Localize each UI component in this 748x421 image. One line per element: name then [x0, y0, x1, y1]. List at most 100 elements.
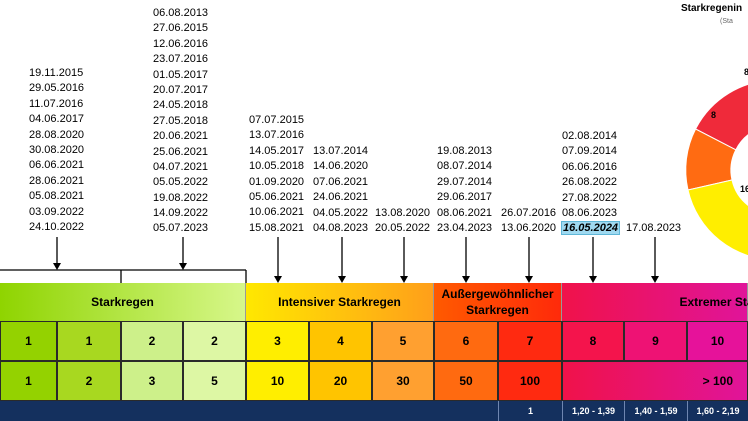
- donut-slice-label: 16: [740, 184, 748, 194]
- level-cell: 1: [57, 321, 121, 361]
- date-entry: 20.05.2022: [375, 222, 431, 235]
- date-entry: 05.07.2023: [153, 222, 209, 235]
- date-entry: 30.08.2020: [29, 143, 85, 156]
- date-entry: 24.06.2021: [313, 191, 369, 204]
- date-column-5: 13.08.2020 20.05.2022: [375, 206, 430, 237]
- category-band-4: Extremer Starkr: [562, 283, 748, 321]
- arrow-col-9-head: [651, 276, 659, 283]
- date-entry: 23.07.2016: [153, 53, 209, 66]
- date-column-8: 02.08.2014 07.09.2014 06.06.2016 26.08.2022…: [560, 129, 621, 237]
- date-entry: 16.05.2024: [560, 221, 621, 236]
- date-entry: 13.06.2020: [501, 222, 557, 235]
- date-entry: 29.06.2017: [437, 191, 493, 204]
- date-entry: 15.08.2021: [249, 221, 305, 234]
- date-entry: 05.08.2021: [29, 190, 85, 203]
- factor-cell: 1: [0, 361, 57, 401]
- level-cell: 8: [562, 321, 624, 361]
- date-entry: 10.05.2018: [249, 160, 305, 173]
- category-band-3: Außergewöhnlicher Starkregen: [434, 283, 562, 321]
- date-entry: 07.07.2015: [249, 114, 305, 126]
- date-column-4: 13.07.2014 14.06.2020 07.06.2021 24.06.2021…: [313, 144, 368, 236]
- level-cell: 4: [309, 321, 372, 361]
- date-entry: 20.06.2021: [153, 130, 209, 143]
- date-entry: 14.09.2022: [153, 207, 209, 220]
- level-cell: 5: [372, 321, 434, 361]
- date-entry: 05.06.2021: [249, 190, 305, 203]
- date-entry: 14.05.2017: [249, 144, 305, 157]
- factor-cell: 2: [57, 361, 121, 401]
- category-label: Außergewöhnlicher Starkregen: [441, 287, 554, 317]
- factor-cell: 10: [246, 361, 309, 401]
- category-band-2: Intensiver Starkregen: [246, 283, 434, 321]
- date-column-2: 06.08.2013 27.06.2015 12.06.2016 23.07.2016…: [153, 6, 208, 237]
- date-column-1: 19.11.2015 29.05.2016 11.07.2016 04.06.2017…: [29, 66, 84, 235]
- level-cell: 3: [246, 321, 309, 361]
- date-entry: 04.05.2022: [313, 206, 369, 219]
- date-entry: 04.06.2017: [29, 113, 85, 126]
- date-entry: 08.07.2014: [437, 160, 493, 173]
- footer-value: 1,20 - 1,39: [562, 401, 624, 421]
- factor-cell: 50: [434, 361, 498, 401]
- factor-cell: 5: [183, 361, 246, 401]
- arrow-layer: [0, 237, 659, 283]
- category-label: Intensiver Starkregen: [278, 295, 401, 309]
- donut-slice-intense: [687, 179, 748, 257]
- date-column-6: 19.08.2013 08.07.2014 29.07.2014 29.06.2017…: [437, 144, 492, 236]
- level-cell: 9: [624, 321, 687, 361]
- date-entry: 27.08.2022: [562, 191, 618, 204]
- category-label: Starkregen: [91, 295, 154, 309]
- donut-slice-label: 8: [744, 67, 748, 77]
- date-entry: 26.07.2016: [501, 207, 557, 219]
- date-entry: 07.09.2014: [562, 145, 618, 158]
- date-entry: 24.05.2018: [153, 99, 209, 112]
- arrow-col-5-head: [400, 276, 408, 283]
- date-column-7: 26.07.2016 13.06.2020: [501, 206, 556, 237]
- date-entry: 08.06.2021: [437, 206, 493, 219]
- level-cell: 2: [183, 321, 246, 361]
- donut-chart: [685, 83, 748, 257]
- factor-cell: 20: [309, 361, 372, 401]
- date-entry: 06.08.2013: [153, 7, 209, 19]
- date-column-3: 07.07.2015 13.07.2016 14.05.2017 10.05.2018…: [249, 113, 304, 236]
- date-entry: 12.06.2016: [153, 37, 209, 50]
- arrow-col-3-head: [274, 276, 282, 283]
- footer-value: 1,60 - 2,19: [687, 401, 748, 421]
- footer-value: 1: [498, 401, 562, 421]
- date-entry: 27.06.2015: [153, 22, 209, 35]
- factor-cell: 3: [121, 361, 183, 401]
- arrow-col-7-head: [525, 276, 533, 283]
- date-entry: 23.04.2023: [437, 221, 493, 234]
- footer-value: 1,40 - 1,59: [624, 401, 687, 421]
- arrow-col-2-head: [179, 263, 187, 270]
- date-column-9: 17.08.2023: [626, 221, 681, 236]
- date-entry: 04.07.2021: [153, 160, 209, 173]
- date-entry: 26.08.2022: [562, 176, 618, 189]
- factor-cell-merged: > 100: [562, 361, 748, 401]
- category-label: Extremer Starkr: [679, 295, 748, 309]
- date-entry: 24.10.2022: [29, 220, 85, 233]
- level-cell: 1: [0, 321, 57, 361]
- date-entry: 13.07.2016: [249, 129, 305, 142]
- level-cell: 2: [121, 321, 183, 361]
- date-entry: 27.05.2018: [153, 114, 209, 127]
- arrow-col-1-head: [53, 263, 61, 270]
- date-entry: 28.08.2020: [29, 128, 85, 141]
- date-entry: 08.06.2023: [562, 206, 618, 219]
- category-band-1: Starkregen: [0, 283, 246, 321]
- arrow-col-4-head: [338, 276, 346, 283]
- date-entry: 13.07.2014: [313, 145, 369, 157]
- arrow-col-6-head: [462, 276, 470, 283]
- highlighted-date: 16.05.2024: [560, 221, 621, 236]
- date-entry: 19.08.2022: [153, 191, 209, 204]
- donut-title: Starkregenin: [681, 3, 743, 14]
- date-entry: 04.08.2023: [313, 221, 369, 234]
- date-entry: 10.06.2021: [249, 206, 305, 219]
- date-entry: 28.06.2021: [29, 174, 85, 187]
- date-entry: 01.09.2020: [249, 175, 305, 188]
- date-entry: 07.06.2021: [313, 175, 369, 188]
- factor-cell: 100: [498, 361, 562, 401]
- date-entry: 05.05.2022: [153, 176, 209, 189]
- level-cell: 6: [434, 321, 498, 361]
- level-cell: 7: [498, 321, 562, 361]
- date-entry: 01.05.2017: [153, 68, 209, 81]
